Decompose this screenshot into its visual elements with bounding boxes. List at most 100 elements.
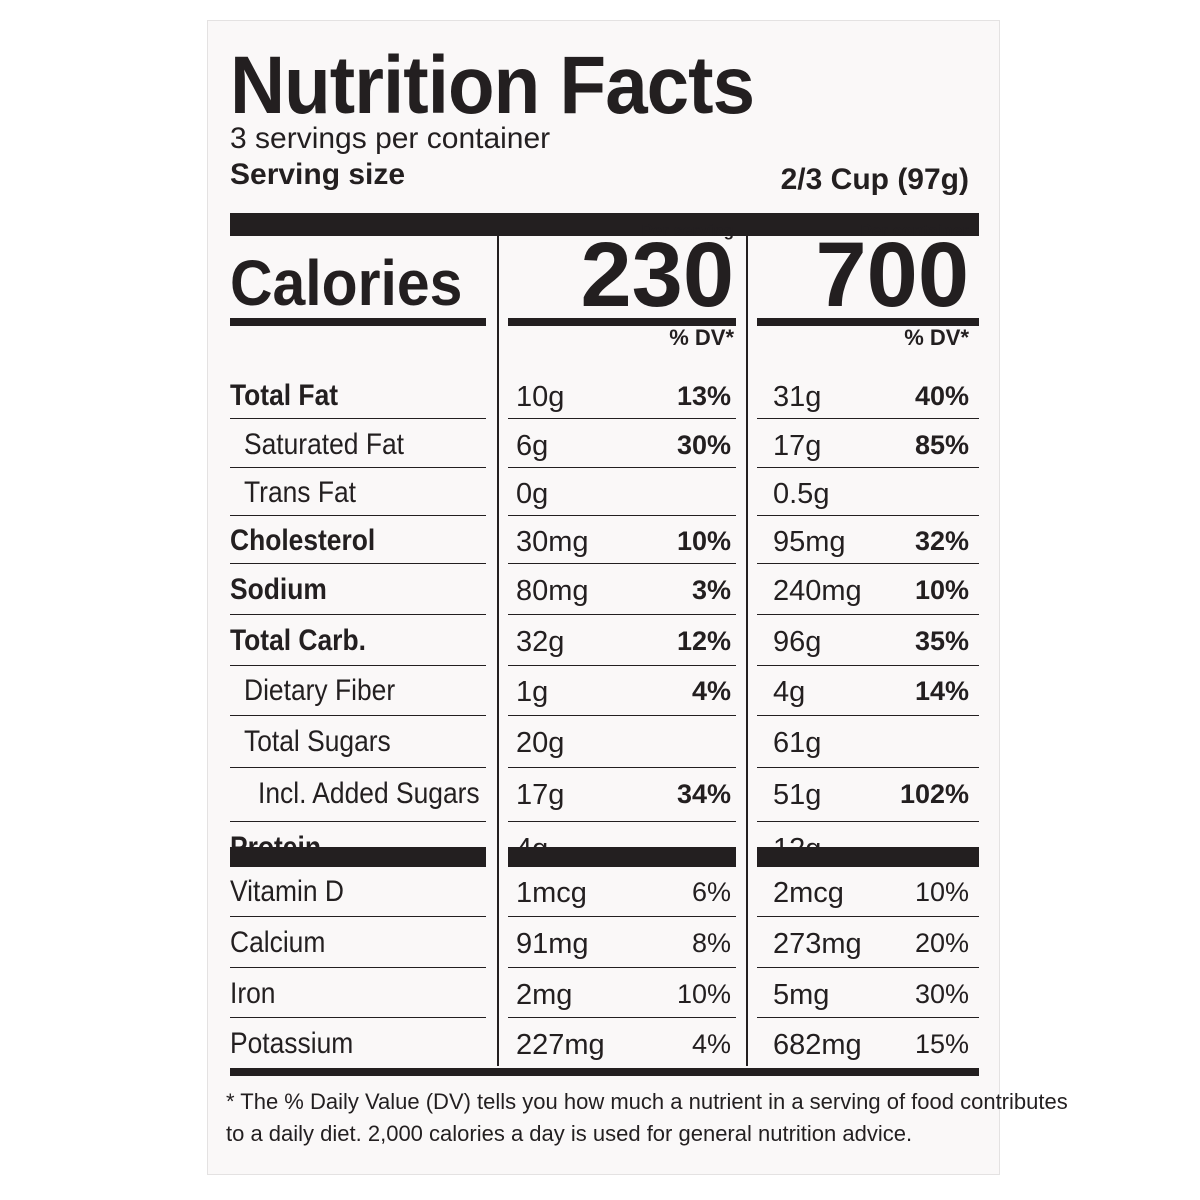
row-separator xyxy=(230,1017,486,1018)
serving-amount: 10g xyxy=(516,381,565,413)
serving-size-value: 2/3 Cup (97g) xyxy=(780,163,969,196)
row-separator xyxy=(508,767,736,768)
container-amount: 5mg xyxy=(773,979,830,1011)
serving-dv: 30% xyxy=(676,430,731,460)
dv-header-serving: % DV* xyxy=(669,325,734,350)
vitamin-name: Iron xyxy=(230,977,276,1010)
row-separator xyxy=(230,467,486,468)
row-separator xyxy=(230,916,486,917)
serving-dv: 10% xyxy=(676,979,731,1009)
nutrient-name: Total Fat xyxy=(230,379,339,412)
serving-amount: 17g xyxy=(516,779,565,811)
row-separator xyxy=(508,418,736,419)
row-separator xyxy=(757,515,979,516)
row-separator xyxy=(508,563,736,564)
nutrient-name: Total Carb. xyxy=(230,624,366,657)
vitamin-name: Vitamin D xyxy=(230,875,344,908)
container-amount: 273mg xyxy=(773,928,862,960)
row-separator xyxy=(757,418,979,419)
serving-amount: 1mcg xyxy=(516,877,587,909)
row-separator xyxy=(508,967,736,968)
container-amount: 17g xyxy=(773,430,822,462)
calories-divider-name xyxy=(230,318,486,326)
container-amount: 51g xyxy=(773,779,822,811)
serving-amount: 20g xyxy=(516,727,565,759)
row-separator xyxy=(757,967,979,968)
nutrient-name: Sodium xyxy=(230,573,327,606)
vitamin-divider-name xyxy=(230,847,486,867)
row-separator xyxy=(230,515,486,516)
calories-per-serving: 230 xyxy=(580,224,735,326)
container-amount: 2mcg xyxy=(773,877,844,909)
row-separator xyxy=(230,665,486,666)
nutrient-name: Total Sugars xyxy=(244,725,391,758)
container-dv: 85% xyxy=(914,430,969,460)
row-separator xyxy=(508,715,736,716)
serving-size-label: Serving size xyxy=(230,158,406,191)
row-separator xyxy=(757,715,979,716)
container-dv: 35% xyxy=(914,626,969,656)
container-dv: 15% xyxy=(914,1029,969,1059)
row-separator xyxy=(757,1017,979,1018)
column-divider-right xyxy=(746,236,748,1066)
container-amount: 61g xyxy=(773,727,822,759)
row-separator xyxy=(757,665,979,666)
calories-per-container: 700 xyxy=(815,224,970,326)
container-dv: 14% xyxy=(914,676,969,706)
dv-header-container: % DV* xyxy=(904,325,969,350)
serving-dv: 4% xyxy=(691,676,731,706)
serving-dv: 4% xyxy=(691,1029,731,1059)
container-dv: 10% xyxy=(914,575,969,605)
calories-label: Calories xyxy=(230,247,463,319)
container-amount: 240mg xyxy=(773,575,862,607)
row-separator xyxy=(230,563,486,564)
serving-amount: 227mg xyxy=(516,1029,605,1061)
nutrition-facts-label: Nutrition Facts 3 servings per container… xyxy=(207,20,1068,1175)
serving-amount: 30mg xyxy=(516,526,589,558)
serving-amount: 0g xyxy=(516,478,549,510)
row-separator xyxy=(508,467,736,468)
container-dv: 40% xyxy=(914,381,969,411)
vitamin-divider-container xyxy=(757,847,979,867)
per-serving-label: Per serving xyxy=(641,221,734,240)
row-separator xyxy=(757,467,979,468)
label-title: Nutrition Facts xyxy=(230,40,755,131)
serving-dv: 12% xyxy=(676,626,731,656)
footnote-line-1: * The % Daily Value (DV) tells you how m… xyxy=(226,1089,1068,1114)
row-separator xyxy=(230,821,486,822)
calories-divider-serving xyxy=(508,318,736,326)
column-divider-left xyxy=(497,236,499,1066)
footnote-line-2: to a daily diet. 2,000 calories a day is… xyxy=(226,1121,913,1146)
container-dv: 32% xyxy=(914,526,969,556)
serving-amount: 2mg xyxy=(516,979,573,1011)
container-dv: 20% xyxy=(914,928,969,958)
row-separator xyxy=(757,614,979,615)
container-dv: 102% xyxy=(899,779,969,809)
nutrient-name: Trans Fat xyxy=(244,476,356,509)
serving-amount: 91mg xyxy=(516,928,589,960)
vitamin-name: Calcium xyxy=(230,926,326,959)
row-separator xyxy=(757,821,979,822)
serving-amount: 32g xyxy=(516,626,565,658)
serving-dv: 3% xyxy=(691,575,731,605)
container-amount: 96g xyxy=(773,626,822,658)
footnote-divider xyxy=(230,1068,979,1076)
row-separator xyxy=(230,715,486,716)
servings-per-container: 3 servings per container xyxy=(230,122,551,155)
row-separator xyxy=(508,515,736,516)
container-amount: 4g xyxy=(773,676,806,708)
container-amount: 95mg xyxy=(773,526,846,558)
container-amount: 0.5g xyxy=(773,478,830,510)
thick-divider-top xyxy=(230,213,979,236)
serving-dv: 34% xyxy=(676,779,731,809)
container-amount: 31g xyxy=(773,381,822,413)
vitamin-divider-serving xyxy=(508,847,736,867)
container-dv: 30% xyxy=(914,979,969,1009)
row-separator xyxy=(508,1017,736,1018)
serving-dv: 10% xyxy=(676,526,731,556)
row-separator xyxy=(508,916,736,917)
nutrient-name: Dietary Fiber xyxy=(244,674,396,707)
serving-dv: 8% xyxy=(691,928,731,958)
nutrient-name: Incl. Added Sugars xyxy=(258,777,480,810)
calories-divider-container xyxy=(757,318,979,326)
